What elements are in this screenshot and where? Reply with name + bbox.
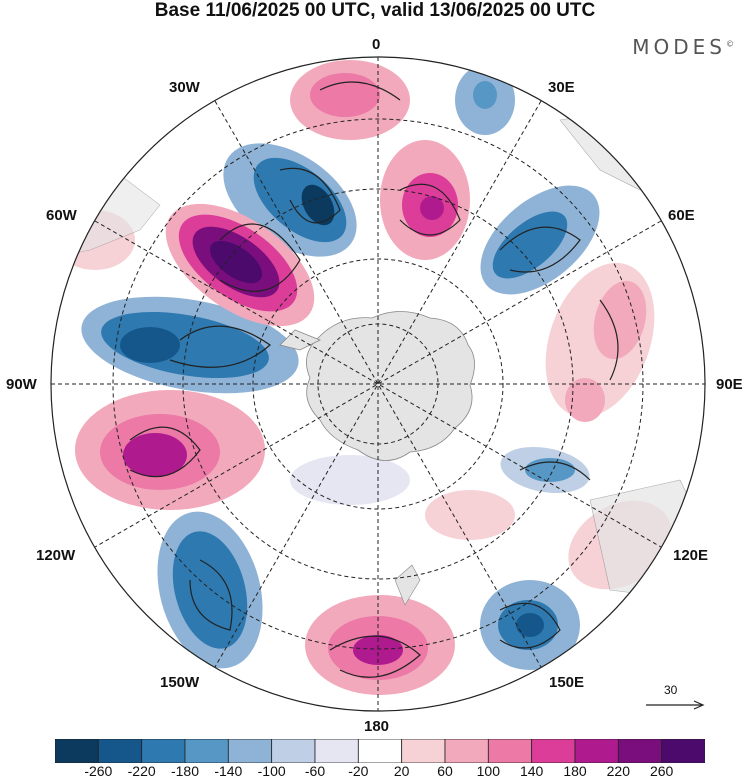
colorbar-swatch	[401, 739, 446, 763]
colorbar-swatch	[444, 739, 489, 763]
lon-label-0: 0	[372, 36, 381, 53]
colorbar-swatch	[184, 739, 229, 763]
colorbar-label: -260	[84, 763, 113, 779]
anomaly-field	[51, 57, 705, 711]
lon-label-150w: 150W	[160, 674, 200, 691]
lon-label-150e: 150E	[549, 674, 585, 691]
colorbar-swatch	[55, 739, 99, 763]
colorbar-label: -60	[304, 763, 326, 779]
colorbar-label: 20	[393, 763, 410, 779]
map-title: Base 11/06/2025 00 UTC, valid 13/06/2025…	[154, 0, 596, 21]
colorbar-label: -140	[214, 763, 243, 779]
lon-label-90e: 90E	[716, 376, 743, 393]
colorbar-label: -20	[348, 763, 369, 779]
colorbar-swatch	[531, 739, 576, 763]
lon-label-120w: 120W	[36, 547, 76, 564]
vector-reference-label: 30	[664, 683, 678, 697]
map-boundary	[50, 56, 706, 712]
graticule	[51, 57, 705, 711]
colorbar-label: 260	[649, 763, 674, 779]
lon-label-30e: 30E	[548, 79, 575, 96]
colorbar-swatch	[617, 739, 663, 763]
modes-logo: MODES©	[632, 35, 734, 59]
colorbar-swatch	[574, 739, 619, 763]
lon-label-60e: 60E	[668, 207, 695, 224]
colorbar-label: 60	[437, 763, 453, 779]
colorbar-swatch	[357, 739, 403, 763]
colorbar-swatch	[661, 739, 705, 763]
lon-label-120e: 120E	[673, 547, 709, 564]
new-zealand-land	[394, 564, 421, 606]
colorbar-label: 220	[606, 763, 631, 779]
lon-label-60w: 60W	[46, 207, 77, 224]
wind-vectors	[129, 81, 619, 678]
colorbar	[55, 739, 705, 763]
colorbar-swatch	[487, 739, 533, 763]
colorbar-swatch	[141, 739, 186, 763]
colorbar-swatch	[314, 739, 359, 763]
australia-land	[589, 479, 705, 601]
lon-label-30w: 30W	[169, 79, 200, 96]
colorbar-label: 180	[563, 763, 587, 779]
negative-anomaly-cells	[81, 65, 600, 670]
colorbar-swatch	[97, 739, 143, 763]
vector-reference-arrow	[646, 700, 705, 710]
lon-label-90w: 90W	[6, 376, 37, 393]
colorbar-swatch	[227, 739, 273, 763]
colorbar-label: -180	[170, 763, 200, 779]
colorbar-label: -220	[127, 763, 156, 779]
colorbar-swatch	[271, 739, 316, 763]
colorbar-label: -100	[257, 763, 286, 779]
colorbar-label: 140	[519, 763, 544, 779]
colorbar-label: 100	[476, 763, 501, 779]
lon-label-180: 180	[364, 718, 390, 735]
